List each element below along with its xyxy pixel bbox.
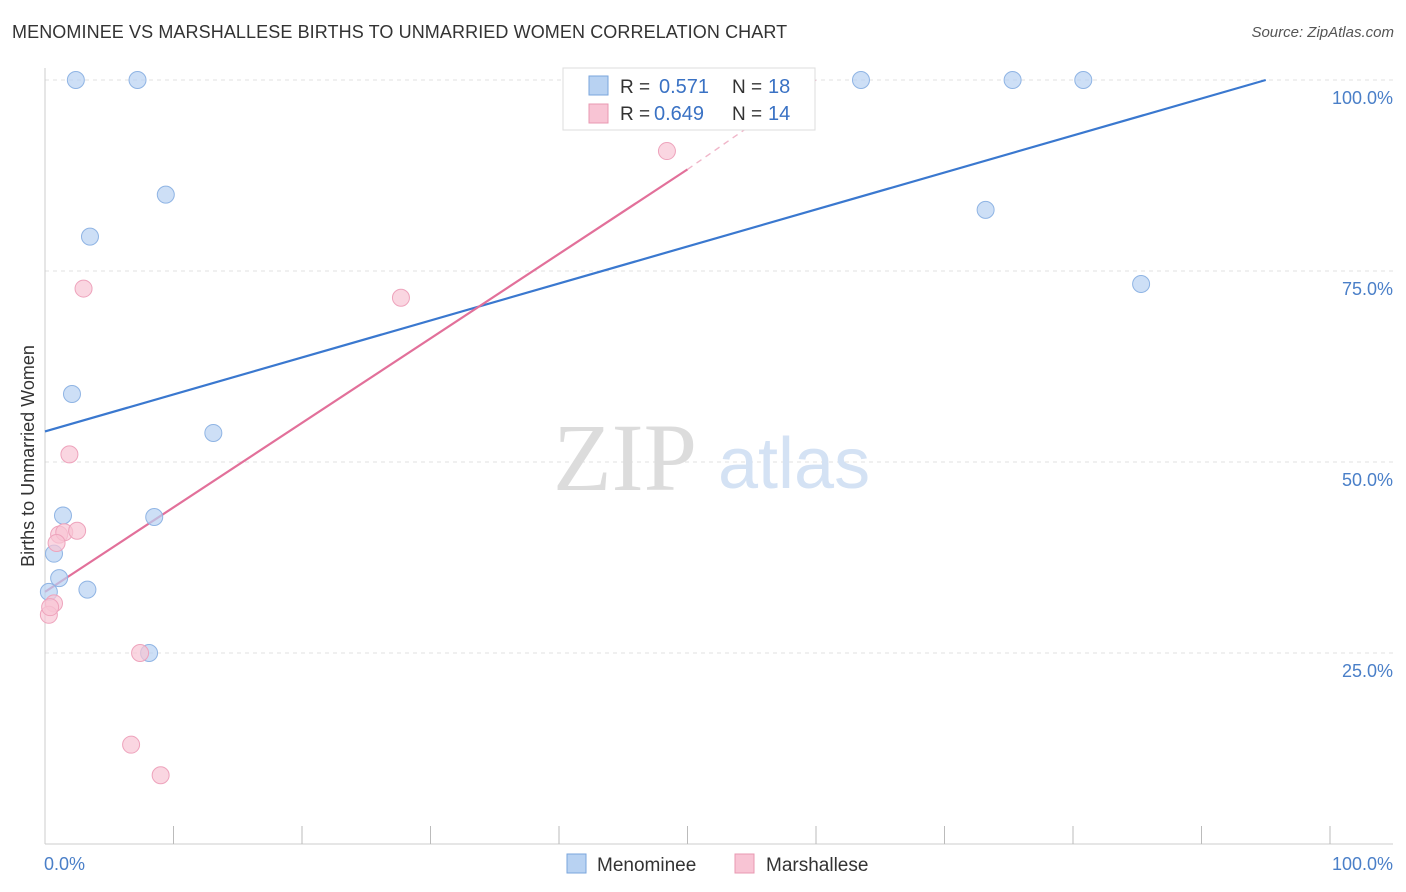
legend-marshallese-swatch [734,853,755,874]
marshallese-point-6 [68,521,87,540]
marshallese-point-12 [151,766,170,785]
menominee-point-5 [156,185,175,204]
axes [44,68,1393,845]
marshallese-point-7 [47,533,66,552]
stats-legend: R = 0.571 N = 18 R = 0.649 N = 14 [562,67,816,131]
marshallese-n-label: N = [732,104,762,125]
menominee-point-3 [1003,71,1022,89]
x-tick-label-left: 0.0% [44,854,85,874]
x-tick-label-right: 100.0% [1332,854,1393,874]
menominee-point-7 [976,200,995,219]
marshallese-point-13 [41,598,60,617]
menominee-point-11 [53,506,72,525]
marshallese-n-value: 14 [768,103,790,125]
menominee-n-value: 18 [768,76,790,98]
trend-lines [44,78,1267,593]
marshallese-point-10 [131,644,150,662]
menominee-point-0 [66,71,85,89]
menominee-point-8 [1132,274,1151,293]
y-tick-label-75: 75.0% [1342,279,1393,299]
menominee-trend-line [44,78,1267,433]
y-tick-label-50: 50.0% [1342,470,1393,490]
marshallese-point-0 [657,142,676,161]
watermark-zip: ZIP [553,404,697,511]
y-tick-label-25: 25.0% [1342,661,1393,681]
menominee-point-4 [1074,71,1093,89]
menominee-point-9 [62,385,81,404]
marshallese-r-label: R = [620,104,650,125]
marshallese-point-3 [60,445,79,464]
grid-lines [45,79,1393,654]
chart-title: MENOMINEE VS MARSHALLESE BIRTHS TO UNMAR… [12,22,788,42]
y-axis-label: Births to Unmarried Women [18,345,38,567]
marshallese-legend-swatch [588,103,609,124]
menominee-point-2 [851,71,870,89]
menominee-r-value: 0.571 [659,76,709,98]
watermark: ZIP atlas [553,404,870,511]
marshallese-trend-line [44,168,689,593]
menominee-r-label: R = [620,77,650,98]
menominee-point-6 [80,227,99,246]
marshallese-point-1 [74,279,93,298]
marshallese-point-11 [122,735,141,754]
menominee-point-14 [50,569,69,588]
y-tick-label-100: 100.0% [1332,88,1393,108]
marshallese-point-2 [391,288,410,307]
menominee-point-1 [128,71,147,89]
watermark-atlas: atlas [718,424,870,504]
legend-marshallese-label: Marshallese [766,855,868,876]
series-legend: Menominee Marshallese [566,853,868,876]
tick-labels: 100.0% 75.0% 50.0% 25.0% 0.0% 100.0% [44,88,1393,874]
data-points [39,71,1151,785]
source-credit: Source: ZipAtlas.com [1251,24,1394,41]
marshallese-r-value: 0.649 [654,103,704,125]
menominee-n-label: N = [732,77,762,98]
menominee-point-15 [78,580,97,599]
legend-menominee-label: Menominee [597,855,696,876]
menominee-point-12 [145,508,164,527]
legend-menominee-swatch [566,853,587,874]
menominee-point-10 [204,423,223,442]
menominee-legend-swatch [588,75,609,96]
